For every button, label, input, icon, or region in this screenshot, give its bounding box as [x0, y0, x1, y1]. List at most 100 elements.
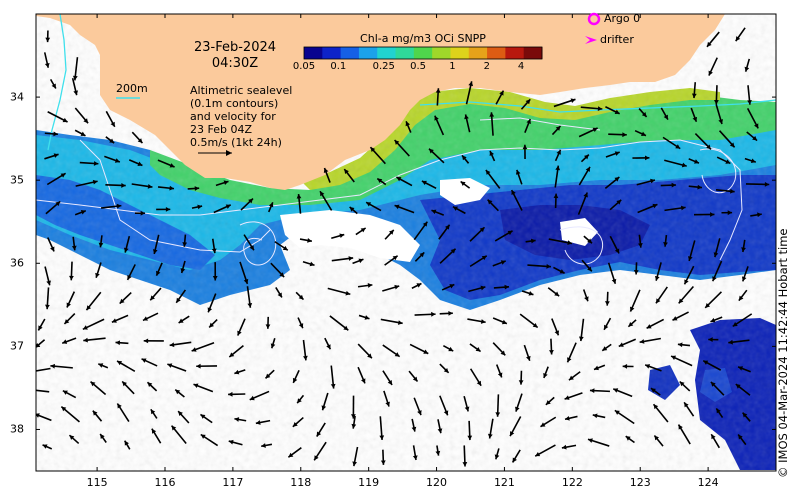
time-text: 04:30Z [211, 56, 259, 71]
velocity-arrow-head [687, 256, 693, 261]
velocity-arrow-head [639, 339, 645, 344]
velocity-arrow-head [706, 41, 712, 47]
velocity-arrow-head [95, 272, 100, 278]
velocity-arrow-head [169, 342, 175, 348]
velocity-arrow-head [697, 184, 702, 190]
velocity-arrow-head [679, 381, 685, 387]
velocity-arrow-head [727, 210, 733, 216]
velocity-arrow-head [535, 451, 541, 457]
velocity-arrow-head [714, 99, 719, 105]
velocity-arrow-head [366, 202, 372, 207]
velocity-arrow-head [297, 398, 302, 404]
colorbar-tick-label: 4 [517, 61, 525, 72]
velocity-arrow-head [481, 255, 487, 261]
velocity-arrow-head [587, 238, 593, 244]
velocity-arrow-head [62, 390, 68, 395]
velocity-arrow-head [499, 90, 504, 96]
velocity-arrow-head [512, 457, 517, 463]
velocity-arrow-head [243, 278, 249, 284]
velocity-arrow-head [708, 70, 713, 76]
velocity-arrow-head [92, 179, 98, 185]
velocity-arrow-head [434, 115, 439, 121]
velocity-arrow-head [167, 363, 173, 368]
velocity-arrow-head [127, 274, 132, 280]
velocity-arrow-head [165, 207, 171, 212]
velocity-arrow-head [559, 269, 565, 274]
velocity-arrow-head [741, 276, 747, 282]
velocity-arrow-head [50, 246, 55, 252]
velocity-arrow-head [650, 178, 655, 184]
x-tick-label: 123 [629, 476, 651, 489]
velocity-arrow-head [411, 426, 417, 432]
velocity-arrow-head [525, 99, 531, 105]
velocity-arrow-head [448, 346, 454, 352]
chlorophyll-layer [36, 14, 776, 471]
colorbar-frame [303, 46, 543, 60]
velocity-arrow-head [578, 336, 584, 342]
velocity-arrow-head [247, 303, 253, 308]
velocity-arrow-head [646, 324, 652, 329]
velocity-arrow-head [663, 114, 668, 120]
velocity-arrow-head [360, 227, 366, 233]
velocity-arrows [36, 27, 770, 467]
velocity-arrow-head [487, 199, 493, 205]
velocity-arrow-head [124, 440, 129, 446]
velocity-arrow-head [510, 431, 515, 437]
velocity-arrow-head [526, 119, 531, 124]
velocity-arrow-head [229, 352, 235, 358]
velocity-arrow-head [377, 178, 383, 184]
velocity-arrow-head [592, 413, 598, 419]
velocity-arrow-head [487, 433, 493, 439]
velocity-arrow-head [147, 184, 153, 189]
colorbar-tick-label: 1 [449, 61, 456, 72]
x-tick-label: 124 [697, 476, 719, 489]
velocity-arrow-head [326, 344, 331, 350]
velocity-arrow-head [564, 415, 570, 421]
velocity-arrow-head [150, 409, 156, 415]
velocity-arrow-head [36, 413, 40, 418]
velocity-arrow-head [710, 317, 716, 323]
velocity-arrow-head [137, 161, 143, 166]
velocity-arrow-head [587, 266, 592, 272]
velocity-arrow-head [589, 388, 595, 394]
x-tick-label: 122 [561, 476, 583, 489]
velocity-arrow-head [633, 270, 639, 275]
velocity-arrow-head [178, 411, 183, 417]
velocity-arrow-head [445, 224, 450, 230]
velocity-arrow-head [282, 245, 288, 251]
argo-legend-label: Argo 0 [604, 12, 641, 25]
velocity-arrow-shaft [36, 367, 51, 372]
velocity-arrow-head [703, 360, 709, 365]
velocity-arrow-head [385, 401, 390, 407]
velocity-arrow-head [570, 98, 576, 103]
velocity-arrow-head [69, 275, 74, 281]
velocity-arrow-head [114, 158, 120, 163]
velocity-arrow-head [380, 460, 386, 465]
velocity-arrow-head [622, 363, 628, 369]
velocity-arrow-head [628, 321, 634, 327]
ssh-contour-6 [479, 117, 601, 131]
velocity-arrow-head [421, 180, 427, 186]
colorbar-swatches [304, 47, 543, 59]
velocity-arrow-head [710, 381, 716, 387]
velocity-arrow-head [729, 142, 735, 148]
velocity-arrow-head [467, 435, 473, 441]
velocity-arrow-head [98, 242, 104, 248]
velocity-arrow-head [501, 319, 507, 325]
velocity-arrow-head [72, 75, 78, 81]
y-tick-label: 34 [10, 90, 24, 104]
x-tick-label: 120 [426, 476, 448, 489]
altimetry-annotation: Altimetric sealevel (0.1m contours) and … [190, 84, 293, 149]
colorbar-tick-label: 0.1 [330, 61, 347, 72]
velocity-arrow-head [115, 340, 121, 346]
velocity-arrow-head [98, 363, 104, 368]
velocity-arrow-head [431, 311, 436, 317]
velocity-arrow-head [62, 339, 68, 344]
velocity-arrow-head [495, 412, 501, 417]
velocity-arrow-head [121, 183, 126, 188]
x-tick-label: 119 [358, 476, 380, 489]
velocity-arrow-head [314, 455, 319, 461]
velocity-arrow-head [180, 268, 186, 274]
velocity-arrow-head [194, 186, 200, 191]
